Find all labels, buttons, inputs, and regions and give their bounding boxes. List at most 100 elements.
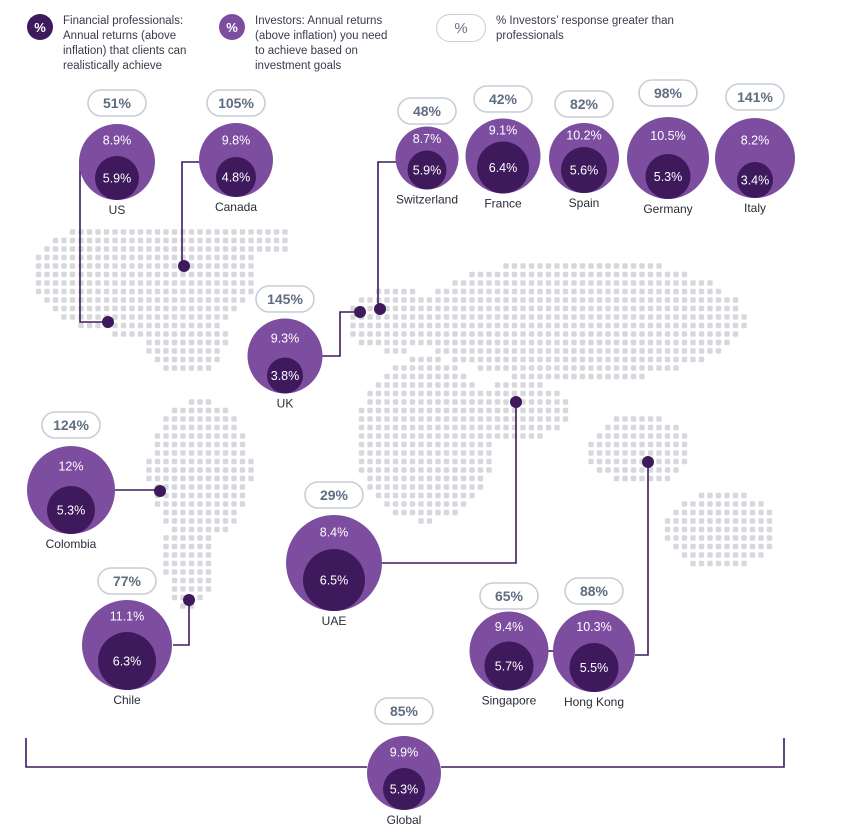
map-dot: [239, 280, 246, 286]
map-dot: [171, 450, 178, 456]
map-dot: [452, 492, 458, 499]
map-dot: [163, 509, 169, 516]
map-dot: [520, 382, 526, 388]
map-dot: [758, 518, 764, 524]
map-dot: [197, 518, 203, 524]
map-dot: [494, 339, 501, 346]
map-dot: [545, 356, 552, 363]
map-dot: [222, 526, 229, 533]
map-dot: [630, 305, 637, 312]
map-dot: [452, 475, 458, 482]
map-dot: [197, 246, 203, 252]
map-dot: [61, 246, 67, 252]
map-dot: [630, 373, 637, 380]
map-dot: [163, 467, 169, 473]
map-dot: [214, 331, 220, 337]
map-dot: [163, 314, 169, 320]
map-dot: [435, 331, 441, 337]
map-dot: [622, 475, 628, 482]
map-dot: [426, 399, 433, 405]
map-dot: [486, 467, 492, 473]
map-dot: [460, 484, 467, 490]
map-dot: [222, 263, 229, 269]
map-dot: [724, 552, 730, 558]
map-dot: [537, 348, 543, 354]
map-dot: [154, 339, 161, 346]
map-dot: [375, 424, 382, 431]
map-dot: [741, 526, 747, 533]
map-dot: [146, 475, 152, 482]
map-dot: [681, 331, 688, 337]
map-dot: [698, 356, 705, 363]
map-dot: [103, 246, 110, 252]
map-dot: [248, 280, 254, 286]
map-dot: [554, 424, 560, 431]
map-dot: [673, 467, 679, 473]
professionals-bubble: [47, 486, 95, 534]
map-dot: [163, 246, 169, 252]
map-dot: [231, 297, 237, 303]
map-dot: [239, 288, 246, 295]
map-dot: [715, 518, 722, 524]
map-dot: [214, 407, 220, 414]
map-dot: [664, 331, 671, 337]
map-dot: [44, 288, 50, 295]
map-dot: [715, 552, 722, 558]
map-dot: [537, 339, 543, 346]
map-dot: [639, 424, 645, 431]
map-dot: [154, 331, 161, 337]
legend-investors-swatch: %: [219, 14, 245, 40]
investors-bubble: [715, 118, 795, 198]
map-dot: [494, 365, 501, 371]
map-dot: [197, 501, 203, 507]
map-dot: [588, 365, 594, 371]
map-dot: [392, 509, 399, 516]
map-dot: [171, 254, 178, 261]
map-dot: [180, 271, 186, 278]
map-dot: [477, 322, 484, 329]
map-dot: [486, 424, 492, 431]
diff-label: 88%: [580, 583, 609, 599]
map-dot: [154, 441, 161, 448]
map-dot: [188, 552, 195, 558]
map-dot: [562, 416, 569, 422]
map-dot: [231, 254, 237, 261]
map-dot: [384, 501, 390, 507]
map-dot: [681, 552, 688, 558]
map-dot: [375, 339, 382, 346]
map-dot: [375, 467, 382, 473]
map-dot: [443, 382, 450, 388]
map-dot: [180, 305, 186, 312]
map-dot: [741, 560, 747, 567]
diff-pill: [97, 567, 157, 595]
map-dot: [639, 305, 645, 312]
map-dot: [656, 314, 662, 320]
map-dot: [180, 509, 186, 516]
country-group-france: 42%9.1%6.4%France: [465, 85, 541, 211]
map-dot: [69, 263, 76, 269]
map-dot: [409, 458, 416, 465]
map-dot: [443, 492, 450, 499]
map-dot: [622, 271, 628, 278]
map-dot: [231, 467, 237, 473]
diff-label: 98%: [654, 85, 683, 101]
map-dot: [375, 331, 382, 337]
country-label: Colombia: [46, 537, 97, 551]
map-dot: [511, 331, 518, 337]
map-dot: [647, 288, 654, 295]
map-dot: [443, 373, 450, 380]
map-dot: [120, 331, 127, 337]
map-dot: [664, 441, 671, 448]
map-dot: [630, 348, 637, 354]
map-dot: [460, 450, 467, 456]
map-dot: [622, 280, 628, 286]
map-dot: [154, 314, 161, 320]
map-dot: [613, 280, 620, 286]
map-dot: [673, 271, 679, 278]
map-dot: [749, 509, 756, 516]
map-dot: [690, 348, 696, 354]
map-dot: [154, 229, 161, 235]
map-dot: [435, 288, 441, 295]
map-dot: [231, 475, 237, 482]
map-dot: [409, 339, 416, 346]
